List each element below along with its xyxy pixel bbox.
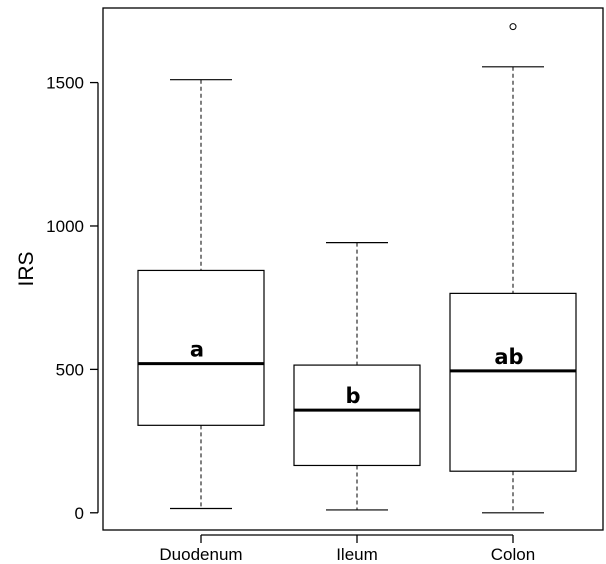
y-tick-label: 0 xyxy=(75,504,84,523)
significance-letter: b xyxy=(345,384,360,408)
significance-letter: a xyxy=(190,338,204,362)
iqr-box xyxy=(137,269,265,426)
significance-letter: ab xyxy=(494,345,523,369)
iqr-box xyxy=(293,364,421,467)
outlier-point xyxy=(509,23,517,31)
y-axis: 0 500 1000 1500 xyxy=(46,74,99,523)
box-colon: ab xyxy=(449,23,577,514)
x-tick-label: Ileum xyxy=(336,545,378,564)
y-tick-label: 1000 xyxy=(46,217,84,236)
y-tick-label: 1500 xyxy=(46,74,84,93)
y-axis-label: IRS xyxy=(15,251,38,286)
iqr-box xyxy=(449,292,577,472)
x-tick-label: Duodenum xyxy=(159,545,242,564)
box-duodenum: a xyxy=(137,79,265,510)
plot-frame xyxy=(102,7,604,531)
box-ileum: b xyxy=(293,242,421,511)
y-tick-label: 500 xyxy=(56,360,84,379)
x-axis: Duodenum Ileum Colon xyxy=(159,534,535,564)
x-tick-label: Colon xyxy=(491,545,535,564)
